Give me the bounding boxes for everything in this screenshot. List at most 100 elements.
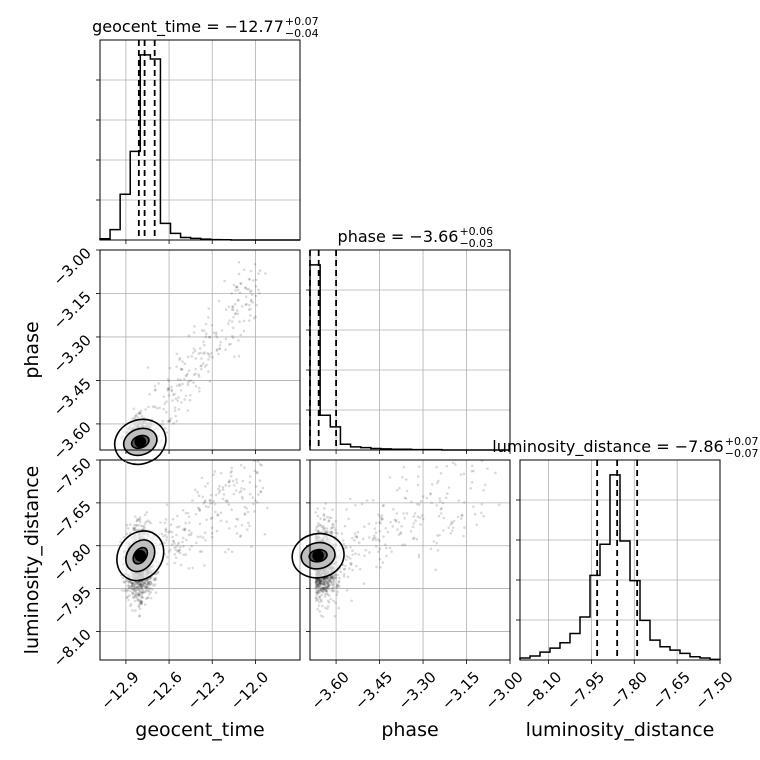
sample-point [156,570,160,574]
sample-point [187,515,191,519]
sample-point [149,591,153,594]
sample-point [232,283,236,287]
sample-point [342,575,346,578]
sample-point [128,586,131,590]
sample-point [139,411,143,415]
sample-point [326,580,329,583]
sample-point [187,529,191,532]
sample-point [165,535,169,539]
sample-point [416,502,419,506]
sample-point [333,614,337,618]
sample-point [242,487,246,491]
x-tick-label: −7.65 [649,668,694,713]
sample-point [134,583,137,587]
sample-point [156,571,160,574]
sample-point [321,524,325,528]
sample-point [125,579,128,583]
sample-point [330,576,334,580]
sample-point [330,531,333,534]
x-tick-label: −3.00 [482,668,527,713]
sample-point [202,352,205,355]
sample-point [323,583,326,587]
sample-point [207,358,210,361]
sample-point [226,500,229,504]
sample-point [175,352,179,356]
sample-point [200,364,203,367]
sample-point [199,351,203,355]
sample-point [132,527,136,531]
sample-point [176,514,179,518]
sample-point [145,597,148,601]
sample-point [345,546,348,550]
sample-point [322,587,326,590]
sample-point [198,347,202,350]
sample-point [136,598,140,602]
sample-point [170,530,174,534]
sample-point [144,579,148,583]
sample-point [315,585,318,588]
sample-point [197,375,201,378]
sample-point [178,383,181,386]
sample-point [230,469,233,473]
sample-point [137,585,141,589]
histogram-geocent_time [99,54,300,241]
sample-point [153,388,157,392]
sample-point [386,530,390,534]
sample-point [331,578,335,581]
sample-point [230,308,234,311]
sample-point [315,580,318,583]
sample-point [243,512,247,515]
sample-point [249,290,252,294]
sample-point [185,538,188,542]
sample-point [322,518,326,521]
sample-point [316,584,320,587]
sample-point [209,517,213,520]
sample-point [323,580,326,584]
sample-point [497,503,501,507]
sample-point [263,532,267,536]
sample-point [138,518,141,521]
sample-point [483,483,487,487]
y-tick-label: −3.00 [50,244,95,289]
sample-point [334,528,337,532]
sample-point [330,530,334,534]
sample-point [257,288,260,292]
scatter-phase-vs-luminosity_distance [309,459,501,618]
sample-point [320,586,324,590]
sample-point [436,479,440,483]
sample-point [239,463,243,467]
sample-point [135,581,139,584]
sample-point [365,499,369,502]
sample-point [202,329,206,333]
sample-point [189,533,193,537]
sample-point [457,499,461,502]
sample-point [317,522,320,525]
sample-point [236,299,240,302]
sample-point [236,518,240,521]
sample-point [184,511,188,515]
sample-point [248,475,252,478]
sample-point [323,587,327,590]
sample-point [404,478,408,481]
sample-point [222,493,226,496]
sample-point [131,593,135,596]
sample-point [133,526,136,530]
sample-point [130,584,134,588]
sample-point [155,572,158,576]
sample-point [175,365,178,368]
sample-point [321,587,325,590]
sample-point [123,589,126,593]
sample-point [330,575,333,578]
sample-point [330,532,334,535]
sample-point [227,305,231,309]
sample-point [154,388,157,391]
sample-point [207,505,210,509]
sample-point [326,585,330,589]
sample-point [132,589,136,592]
sample-point [139,585,143,589]
sample-point [236,298,240,302]
sample-point [187,369,191,372]
sample-point [392,508,395,511]
sample-point [168,366,172,370]
sample-point [334,576,338,579]
